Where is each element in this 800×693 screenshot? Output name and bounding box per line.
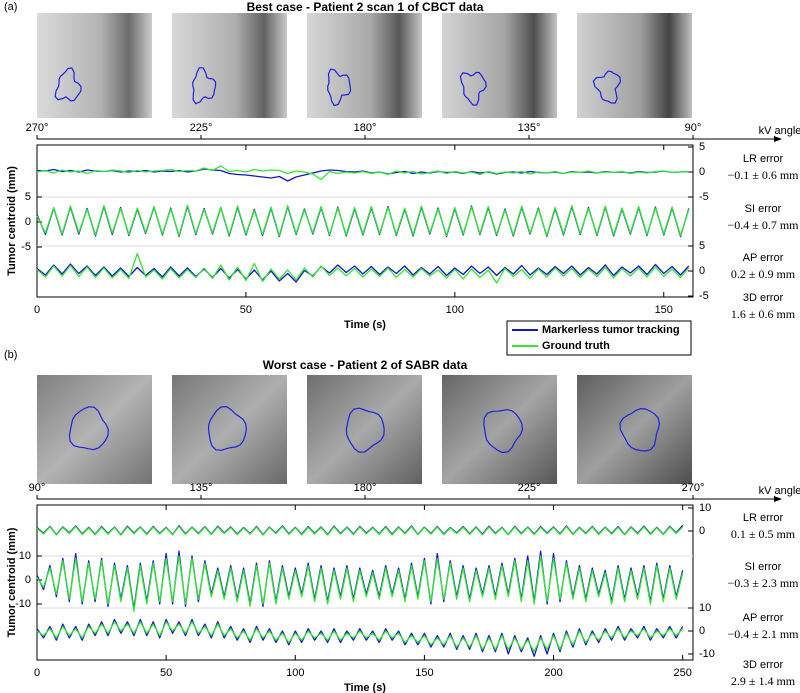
trace	[36, 621, 684, 653]
tumor-contour	[327, 68, 352, 107]
xray-image	[307, 375, 422, 484]
trace	[36, 165, 689, 181]
y-tick-label: 0	[699, 525, 705, 537]
tumor-contour	[192, 67, 217, 105]
angle-arrow	[774, 496, 782, 502]
y-tick-label: 10	[19, 550, 31, 562]
x-tick-label: 0	[34, 667, 40, 679]
y-tick-label: 10	[699, 502, 711, 514]
angle-arrow	[774, 136, 782, 142]
trace	[36, 555, 684, 612]
xray-image	[37, 13, 152, 118]
error-name: AP error	[743, 612, 784, 624]
x-tick-label: 100	[286, 667, 304, 679]
y-tick-label: 0	[699, 265, 705, 277]
tumor-contour	[345, 407, 385, 453]
tumor-contour	[68, 406, 109, 451]
legend-label: Markerless tumor tracking	[542, 324, 680, 336]
error-name: LR error	[743, 153, 784, 165]
tumor-contour	[207, 405, 247, 451]
y-tick-label: 5	[25, 191, 31, 203]
xray-image	[172, 375, 287, 484]
x-tick-label: 250	[673, 667, 691, 679]
angle-tick-label: 135°	[190, 482, 213, 494]
tumor-contour	[459, 71, 487, 106]
error-value: 1.6 ± 0.6 mm	[731, 307, 796, 321]
angle-tick-label: 180°	[354, 482, 377, 494]
y-tick-label: -10	[699, 648, 715, 660]
x-tick-label: 0	[34, 304, 40, 316]
trace	[36, 252, 690, 284]
legend-box	[506, 320, 692, 356]
trace	[36, 204, 690, 237]
panel-label: (a)	[4, 1, 17, 13]
angle-tick-label: 270°	[682, 482, 705, 494]
error-name: 3D error	[743, 292, 784, 304]
y-tick-label: 5	[699, 240, 705, 252]
y-axis-label: Tumor centroid (mm)	[6, 166, 18, 276]
xray-image	[307, 13, 422, 118]
xray-image	[442, 13, 557, 118]
x-tick-label: 150	[655, 304, 673, 316]
angle-tick-label: 225°	[518, 482, 541, 494]
panel-title: Best case - Patient 2 scan 1 of CBCT dat…	[247, 0, 484, 14]
y-tick-label: 0	[25, 574, 31, 586]
error-value: −0.1 ± 0.6 mm	[727, 168, 799, 182]
error-name: LR error	[743, 512, 784, 524]
y-tick-label: 10	[699, 602, 711, 614]
xray-image	[577, 375, 692, 484]
y-tick-label: 0	[699, 625, 705, 637]
x-tick-label: 100	[446, 304, 464, 316]
angle-tick-label: 90°	[29, 482, 46, 494]
y-tick-label: 0	[699, 166, 705, 178]
x-tick-label: 50	[160, 667, 172, 679]
error-name: 3D error	[743, 659, 784, 671]
error-name: AP error	[743, 252, 784, 264]
xray-image	[577, 13, 692, 118]
panel-label: (b)	[4, 349, 17, 361]
tumor-contour	[483, 408, 524, 454]
error-name: SI error	[745, 203, 782, 215]
tumor-contour	[592, 70, 621, 104]
y-tick-label: -10	[15, 598, 31, 610]
x-axis-label: Time (s)	[344, 319, 386, 331]
xray-image	[442, 375, 557, 484]
legend-label: Ground truth	[542, 340, 610, 352]
angle-axis-label: kV angle	[759, 485, 800, 497]
x-tick-label: 200	[544, 667, 562, 679]
trace	[36, 205, 690, 238]
y-tick-label: 5	[699, 141, 705, 153]
error-value: −0.4 ± 2.1 mm	[727, 627, 799, 641]
angle-tick-label: 270°	[26, 122, 49, 134]
y-tick-label: 0	[25, 216, 31, 228]
angle-tick-label: 90°	[685, 122, 702, 134]
x-tick-label: 150	[415, 667, 433, 679]
trace	[36, 525, 684, 536]
y-axis-label: Tumor centroid (mm)	[6, 527, 18, 637]
angle-tick-label: 180°	[354, 122, 377, 134]
error-value: −0.3 ± 2.3 mm	[727, 576, 799, 590]
error-name: SI error	[745, 561, 782, 573]
tumor-contour	[619, 407, 661, 452]
x-tick-label: 50	[240, 304, 252, 316]
y-tick-label: -5	[21, 241, 31, 253]
error-value: 0.2 ± 0.9 mm	[731, 267, 796, 281]
error-value: −0.4 ± 0.7 mm	[727, 218, 799, 232]
panel-title: Worst case - Patient 2 of SABR data	[263, 358, 468, 372]
y-tick-label: -5	[699, 290, 709, 302]
angle-tick-label: 135°	[518, 122, 541, 134]
xray-image	[172, 13, 287, 118]
angle-tick-label: 225°	[190, 122, 213, 134]
y-tick-label: -5	[699, 191, 709, 203]
angle-axis-label: kV angle	[759, 125, 800, 137]
error-value: 0.1 ± 0.5 mm	[731, 527, 796, 541]
xray-image	[37, 375, 152, 484]
x-axis-label: Time (s)	[344, 682, 386, 693]
tumor-contour	[54, 67, 82, 102]
error-value: 2.9 ± 1.4 mm	[731, 674, 796, 688]
